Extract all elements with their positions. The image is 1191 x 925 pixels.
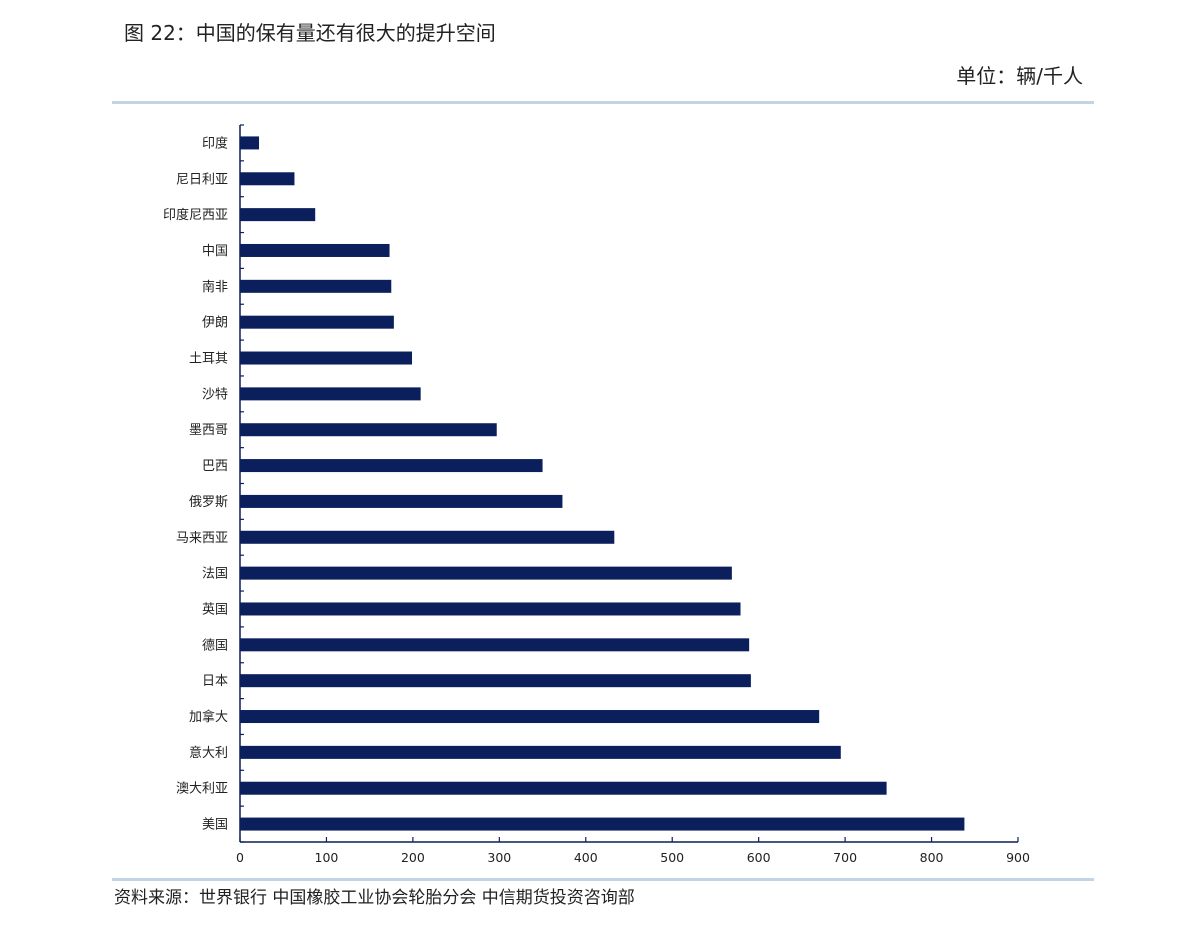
x-tick-label: 900 — [1006, 850, 1030, 865]
bar-18 — [240, 781, 887, 795]
x-tick-label: 0 — [236, 850, 244, 865]
y-tick-label: 德国 — [202, 638, 228, 653]
bar-4 — [240, 279, 392, 293]
y-tick-label: 中国 — [202, 244, 228, 259]
y-tick-label: 加拿大 — [189, 709, 228, 725]
bar-1 — [240, 172, 295, 186]
source-note: 资料来源：世界银行 中国橡胶工业协会轮胎分会 中信期货投资咨询部 — [114, 888, 635, 908]
y-tick-label: 俄罗斯 — [189, 495, 228, 510]
y-tick-label: 土耳其 — [189, 352, 228, 367]
y-tick-label: 日本 — [202, 674, 228, 689]
x-tick-label: 700 — [833, 850, 857, 865]
y-tick-label: 印度 — [202, 135, 228, 151]
bar-13 — [240, 602, 741, 616]
y-tick-label: 尼日利亚 — [176, 172, 228, 187]
bar-19 — [240, 817, 965, 831]
y-tick-label: 法国 — [202, 567, 228, 582]
y-tick-label: 巴西 — [202, 459, 228, 474]
bar-14 — [240, 638, 750, 652]
bar-6 — [240, 351, 413, 365]
x-tick-label: 800 — [920, 850, 944, 865]
y-tick-label: 马来西亚 — [176, 531, 228, 546]
top-divider — [112, 101, 1094, 104]
bar-7 — [240, 387, 421, 401]
y-tick-label: 印度尼西亚 — [163, 207, 228, 223]
x-tick-label: 500 — [660, 850, 684, 865]
bar-0 — [240, 136, 260, 150]
bar-16 — [240, 710, 820, 724]
y-tick-label: 英国 — [202, 602, 228, 617]
y-tick-label: 美国 — [202, 818, 228, 833]
y-tick-label: 伊朗 — [202, 316, 228, 331]
y-tick-label: 南非 — [202, 279, 228, 295]
bar-8 — [240, 423, 497, 437]
x-tick-label: 600 — [747, 850, 771, 865]
bar-17 — [240, 745, 841, 759]
y-tick-label: 沙特 — [202, 387, 228, 402]
bar-9 — [240, 459, 543, 473]
bar-3 — [240, 243, 390, 257]
bar-11 — [240, 530, 615, 544]
x-tick-label: 400 — [574, 850, 598, 865]
y-tick-label: 意大利 — [189, 745, 228, 761]
bar-5 — [240, 315, 394, 329]
bar-15 — [240, 674, 751, 688]
x-tick-label: 300 — [487, 850, 511, 865]
bar-12 — [240, 566, 732, 580]
unit-label: 单位：辆/千人 — [956, 64, 1083, 88]
x-tick-label: 200 — [401, 850, 425, 865]
y-tick-label: 墨西哥 — [189, 423, 228, 438]
bar-2 — [240, 208, 316, 222]
bar-10 — [240, 494, 563, 508]
x-tick-label: 100 — [315, 850, 339, 865]
y-tick-label: 澳大利亚 — [176, 781, 228, 797]
bottom-divider — [112, 878, 1094, 881]
figure-title: 图 22：中国的保有量还有很大的提升空间 — [124, 21, 496, 45]
